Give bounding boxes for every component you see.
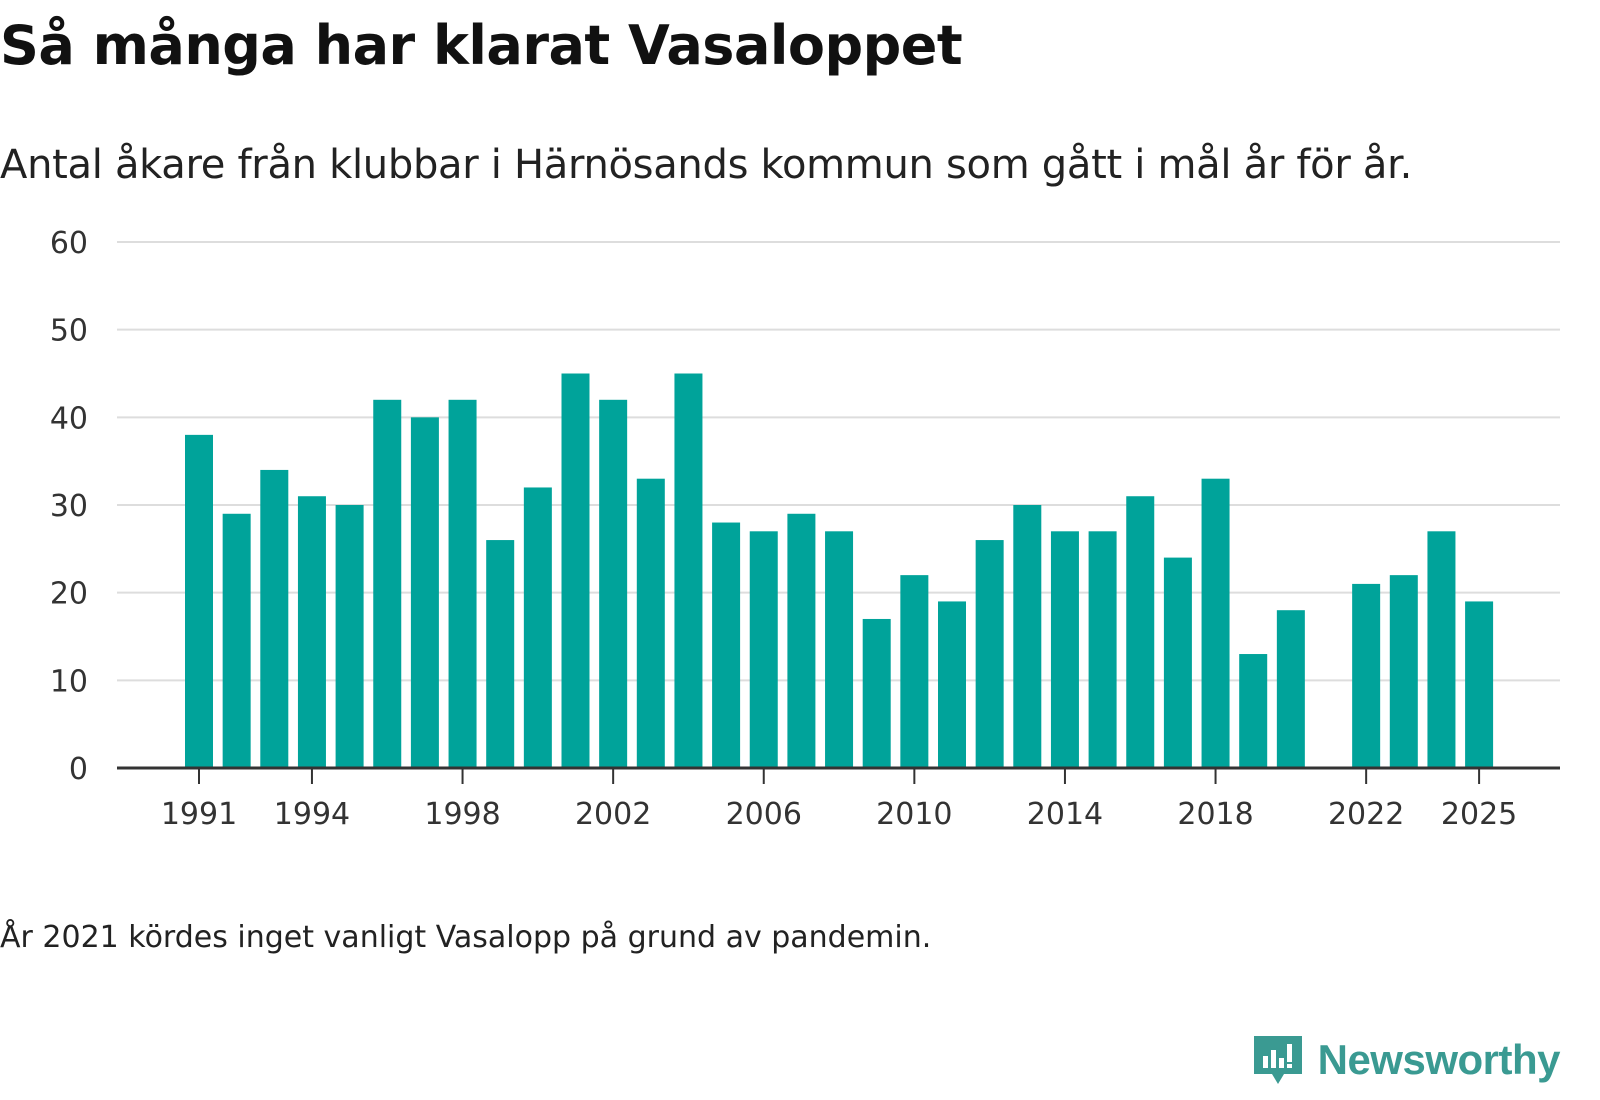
y-tick-label: 10 [50,664,88,699]
chart-title: Så många har klarat Vasaloppet [0,14,963,77]
bar [674,373,703,768]
footnote: År 2021 kördes inget vanligt Vasalopp på… [0,920,932,955]
bar [1427,531,1456,768]
bar [1013,505,1042,768]
newsworthy-logo-icon [1253,1036,1302,1084]
bar [1050,531,1079,768]
x-tick-label: 2022 [1328,797,1404,832]
bar-chart: 0 10 20 30 40 50 60 1991 1994 1998 2002 2006 2010 201… [50,226,1560,832]
bar [862,618,891,768]
bar [1126,496,1155,768]
bar [448,399,477,768]
bar [1465,601,1494,768]
bar [260,469,289,768]
bar [636,478,665,768]
x-tick-label: 2010 [876,797,952,832]
y-tick-label: 50 [50,314,88,349]
bar [410,417,439,768]
x-tick-label: 1994 [274,797,350,832]
bar [1352,583,1381,768]
brand-logo: Newsworthy [1250,1032,1561,1088]
x-tick-label: 2002 [575,797,651,832]
y-tick-label: 30 [50,489,88,524]
y-tick-label: 60 [50,226,88,261]
bar [787,513,816,768]
x-tick-label: 2018 [1177,797,1253,832]
bar [1088,531,1117,768]
bar [1163,557,1192,768]
bar [599,399,628,768]
y-tick-label: 0 [69,752,88,787]
bar [185,434,213,768]
x-tick-label: 1998 [424,797,500,832]
x-tick-label: 2006 [726,797,802,832]
y-tick-label: 40 [50,401,88,436]
bar [1201,478,1230,768]
brand-name: Newsworthy [1317,1036,1561,1083]
y-tick-label: 20 [50,577,88,612]
x-tick-label: 1991 [161,797,237,832]
bar [1389,575,1418,768]
bar [222,513,251,768]
bar [561,373,590,768]
bar [486,540,515,768]
bar [373,399,402,768]
bar [975,540,1004,768]
bar [749,531,778,768]
bar [523,487,552,768]
bar [938,601,966,768]
bar [335,505,364,768]
bar [825,531,854,768]
x-tick-label: 2014 [1027,797,1103,832]
bar [297,496,326,768]
bar [900,575,929,768]
x-tick-label: 2025 [1441,797,1517,832]
bar [712,522,741,768]
chart-subtitle: Antal åkare från klubbar i Härnösands ko… [0,142,1412,188]
bar [1239,654,1268,768]
bar [1276,610,1305,768]
